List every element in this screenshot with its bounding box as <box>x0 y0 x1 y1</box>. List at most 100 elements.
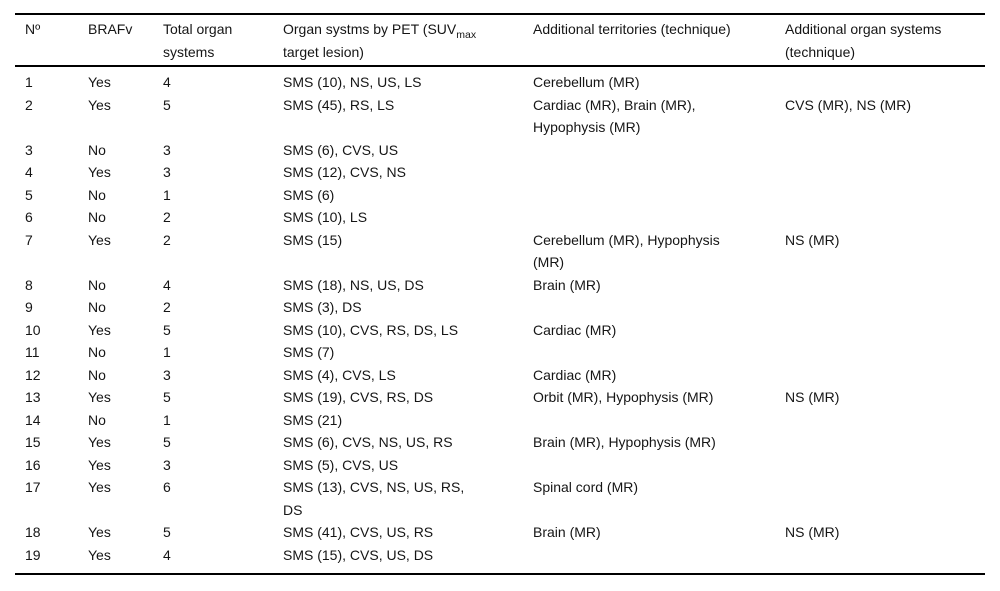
cell-number: 15 <box>25 434 41 450</box>
cell-total: 3 <box>163 366 171 383</box>
cell-territories: Brain (MR), Hypophysis (MR) <box>533 434 716 450</box>
cell-brafv: Yes <box>88 164 111 180</box>
table-row: 2 Yes 5 SMS (45), RS, LS Cardiac (MR), B… <box>15 94 985 139</box>
cell-pet: SMS (7) <box>283 344 335 360</box>
cell-number: 6 <box>25 209 33 225</box>
cell-territories: Cerebellum (MR) <box>533 74 640 90</box>
cell-number: 1 <box>25 74 33 90</box>
cell-pet: SMS (5), CVS, US <box>283 456 399 473</box>
cell-number: 13 <box>25 389 41 405</box>
cell-territories <box>533 139 785 162</box>
cell-addsys <box>785 274 985 297</box>
header-total-organ-systems: Total organ systems <box>163 14 283 67</box>
cell-total: 4 <box>163 74 171 90</box>
cell-addsys: NS (MR) <box>785 524 840 540</box>
cell-territories: Brain (MR) <box>533 276 601 293</box>
cell-addsys <box>785 544 985 575</box>
cell-addsys <box>785 184 985 207</box>
table-row: 10 Yes 5 SMS (10), CVS, RS, DS, LS Cardi… <box>15 319 985 342</box>
cell-total: 1 <box>163 186 171 203</box>
cell-brafv: Yes <box>88 546 111 563</box>
patients-organ-systems-table: Nº BRAFv Total organ systems Organ systm… <box>15 13 985 575</box>
cell-total: 5 <box>163 389 171 405</box>
table-header: Nº BRAFv Total organ systems Organ systm… <box>15 14 985 67</box>
cell-total: 1 <box>163 344 171 360</box>
table-row: 13 Yes 5 SMS (19), CVS, RS, DS Orbit (MR… <box>15 386 985 409</box>
cell-territories <box>533 161 785 184</box>
cell-number: 4 <box>25 164 33 180</box>
cell-brafv: No <box>88 299 106 315</box>
cell-number: 2 <box>25 96 33 113</box>
cell-number: 19 <box>25 546 41 563</box>
cell-pet: SMS (41), CVS, US, RS <box>283 524 434 540</box>
cell-total: 2 <box>163 231 171 248</box>
cell-brafv: Yes <box>88 524 111 540</box>
table-row: 3 No 3 SMS (6), CVS, US <box>15 139 985 162</box>
cell-pet: SMS (10), NS, US, LS <box>283 74 422 90</box>
cell-number: 7 <box>25 231 33 248</box>
cell-addsys <box>785 476 985 521</box>
cell-territories: Cerebellum (MR), Hypophysis (MR) <box>533 231 720 271</box>
table-row: 11 No 1 SMS (7) <box>15 341 985 364</box>
cell-number: 17 <box>25 479 41 495</box>
cell-total: 3 <box>163 456 171 473</box>
suvmax-subscript: max <box>456 28 477 41</box>
cell-addsys <box>785 296 985 319</box>
cell-brafv: Yes <box>88 456 111 473</box>
cell-brafv: No <box>88 411 106 428</box>
cell-addsys <box>785 454 985 477</box>
cell-brafv: Yes <box>88 389 111 405</box>
cell-pet: SMS (15) <box>283 231 343 248</box>
cell-territories: Cardiac (MR) <box>533 321 617 338</box>
cell-total: 5 <box>163 96 171 113</box>
cell-number: 8 <box>25 276 33 293</box>
cell-number: 18 <box>25 524 41 540</box>
cell-brafv: No <box>88 276 106 293</box>
cell-brafv: Yes <box>88 74 111 90</box>
cell-pet: SMS (3), DS <box>283 299 362 315</box>
cell-territories <box>533 184 785 207</box>
table-row: 8 No 4 SMS (18), NS, US, DS Brain (MR) <box>15 274 985 297</box>
cell-total: 5 <box>163 321 171 338</box>
cell-brafv: No <box>88 344 106 360</box>
table-row: 15 Yes 5 SMS (6), CVS, NS, US, RS Brain … <box>15 431 985 454</box>
cell-addsys: NS (MR) <box>785 231 840 248</box>
cell-addsys <box>785 341 985 364</box>
table-row: 1 Yes 4 SMS (10), NS, US, LS Cerebellum … <box>15 66 985 94</box>
table-row: 5 No 1 SMS (6) <box>15 184 985 207</box>
cell-number: 11 <box>25 344 40 360</box>
cell-pet: SMS (6), CVS, US <box>283 141 399 158</box>
header-organ-systems-by-pet: Organ systms by PET (SUVmax target lesio… <box>283 14 533 67</box>
header-additional-organ-systems: Additional organ systems (technique) <box>785 14 985 67</box>
cell-brafv: Yes <box>88 321 111 338</box>
cell-total: 5 <box>163 524 171 540</box>
cell-total: 1 <box>163 411 171 428</box>
cell-total: 5 <box>163 434 171 450</box>
cell-pet: SMS (45), RS, LS <box>283 96 395 113</box>
cell-territories: Cardiac (MR) <box>533 366 617 383</box>
pet-header-text-tail: target lesion) <box>283 43 364 60</box>
cell-territories <box>533 454 785 477</box>
cell-territories <box>533 544 785 575</box>
cell-pet: SMS (19), CVS, RS, DS <box>283 389 434 405</box>
cell-territories: Cardiac (MR), Brain (MR), Hypophysis (MR… <box>533 96 696 136</box>
cell-number: 10 <box>25 321 41 338</box>
header-additional-territories: Additional territories (technique) <box>533 14 785 67</box>
cell-addsys: CVS (MR), NS (MR) <box>785 96 911 113</box>
cell-territories: Orbit (MR), Hypophysis (MR) <box>533 389 714 405</box>
cell-addsys <box>785 161 985 184</box>
cell-territories <box>533 296 785 319</box>
cell-total: 2 <box>163 299 171 315</box>
cell-addsys <box>785 364 985 387</box>
cell-total: 6 <box>163 479 171 495</box>
table-row: 7 Yes 2 SMS (15) Cerebellum (MR), Hypoph… <box>15 229 985 274</box>
table-row: 14 No 1 SMS (21) <box>15 409 985 432</box>
table-body: 1 Yes 4 SMS (10), NS, US, LS Cerebellum … <box>15 66 985 574</box>
cell-pet: SMS (15), CVS, US, DS <box>283 546 434 563</box>
header-row: Nº BRAFv Total organ systems Organ systm… <box>15 14 985 67</box>
cell-addsys <box>785 66 985 94</box>
cell-total: 3 <box>163 164 171 180</box>
cell-brafv: Yes <box>88 231 111 248</box>
cell-pet: SMS (6) <box>283 186 335 203</box>
table-row: 12 No 3 SMS (4), CVS, LS Cardiac (MR) <box>15 364 985 387</box>
